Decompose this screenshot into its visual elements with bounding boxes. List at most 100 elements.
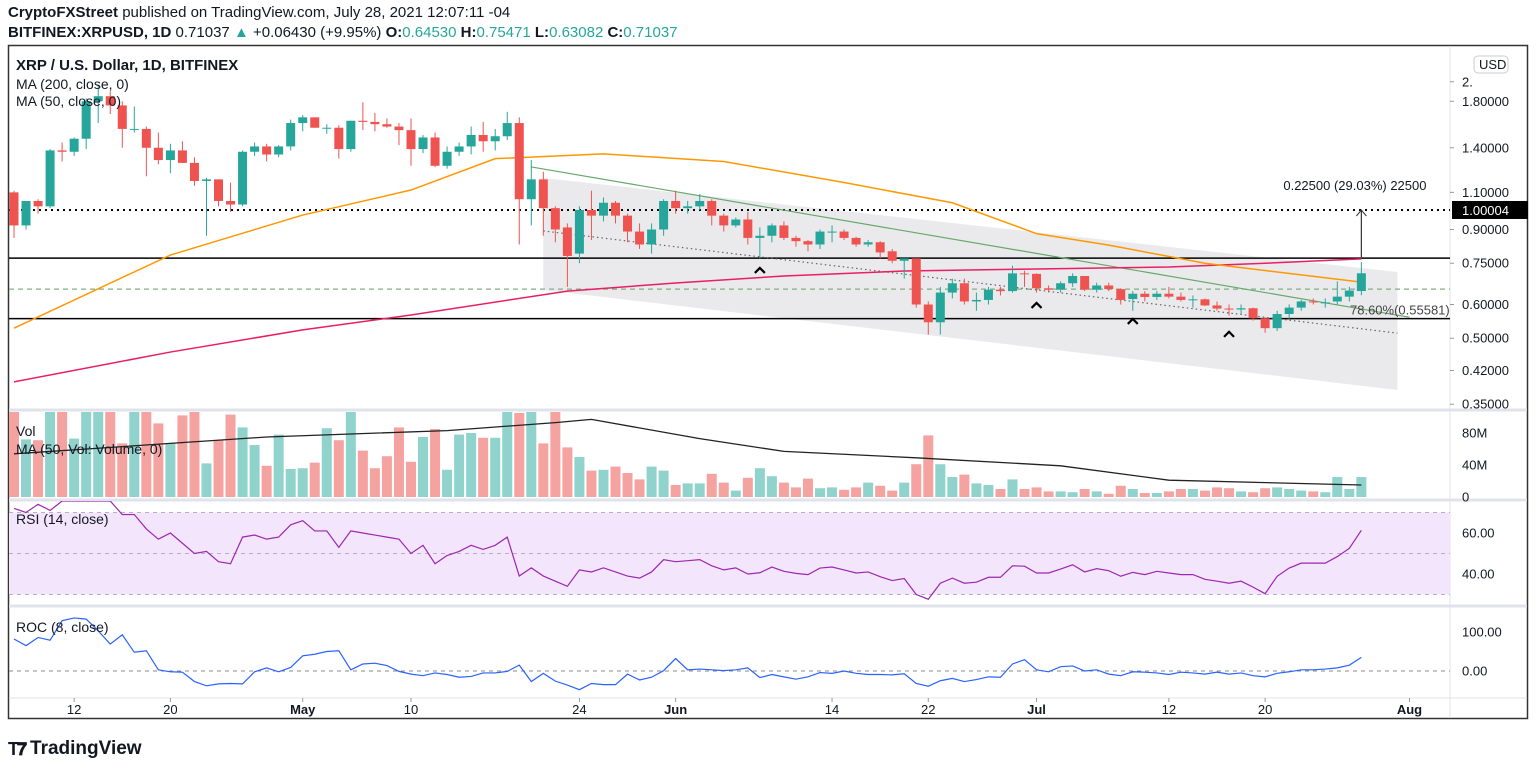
volume-bar [1296, 490, 1307, 497]
candle-body [201, 179, 211, 181]
volume-bar [1103, 493, 1114, 497]
volume-bar [309, 462, 320, 497]
volume-bar [1272, 487, 1283, 497]
volume-bar [1175, 489, 1186, 497]
caret-up-icon [754, 266, 766, 274]
rsi-pane [13, 501, 1362, 600]
volume-bar [33, 440, 44, 497]
currency-badge [1473, 55, 1509, 74]
candle-body [1260, 318, 1270, 329]
volume-bar [45, 412, 56, 497]
price-tick-label: 0.90000 [1462, 222, 1509, 237]
volume-bar [57, 412, 68, 497]
candle-body [526, 179, 536, 200]
time-tick-label: Jul [1027, 702, 1046, 717]
candle-body [574, 210, 584, 254]
legend-vol[interactable]: Vol [16, 423, 36, 439]
volume-bar [1079, 489, 1090, 497]
volume-bar [923, 435, 934, 497]
legend-vol-ma[interactable]: MA (50, Vol: Volume, 0) [16, 441, 163, 457]
candle-body [358, 120, 368, 122]
time-tick-label: 12 [1162, 702, 1176, 717]
volume-tick-label: 40M [1462, 458, 1487, 473]
volume-bar [261, 465, 272, 497]
volume-bar [105, 412, 116, 497]
volume-bar [141, 412, 152, 497]
candle-body [815, 231, 825, 245]
volume-bar [622, 473, 633, 497]
candle-body [959, 283, 969, 302]
volume-bar [574, 457, 585, 497]
legend-rsi[interactable]: RSI (14, close) [16, 511, 109, 527]
publisher-name[interactable]: CryptoFXStreet [8, 4, 119, 21]
volume-bar [201, 463, 212, 497]
volume-bar [1236, 491, 1247, 497]
fib-label: 78.60%(0.55581) [1350, 303, 1450, 318]
candle-body [1032, 273, 1042, 289]
open-value: 0.64530 [402, 24, 457, 41]
candle-body [586, 210, 596, 216]
volume-bar [1127, 489, 1138, 497]
candle-body [286, 123, 296, 147]
volume-bar [1115, 485, 1126, 497]
legend-roc[interactable]: ROC (8, close) [16, 619, 109, 635]
candle-body [69, 138, 79, 152]
tradingview-logo[interactable]: T𝟕 TradingView [8, 738, 142, 760]
volume-bar [165, 443, 176, 497]
volume-bar [586, 470, 597, 497]
candle-body [33, 200, 43, 207]
volume-bar [1067, 492, 1078, 497]
volume-bar [670, 485, 681, 497]
time-tick-label: May [290, 702, 316, 717]
candle-body [935, 292, 945, 323]
candle-body [9, 192, 19, 226]
last-price-badge-label: 1.00004 [1462, 203, 1509, 218]
candle-body [57, 150, 67, 152]
descending-channel [543, 177, 1398, 390]
candle-body [117, 105, 127, 129]
candle-body [322, 127, 332, 129]
green-trendline [531, 166, 1410, 318]
volume-bar [1284, 489, 1295, 497]
candle-body [995, 289, 1005, 292]
candle-body [598, 202, 608, 216]
candle-body [767, 225, 777, 236]
legend-ma200[interactable]: MA (200, close, 0) [16, 76, 129, 92]
rsi-line [13, 501, 1362, 600]
candle-body [611, 202, 620, 216]
volume-bar [911, 464, 922, 497]
candle-body [1248, 308, 1258, 319]
measure-label: 0.22500 (29.03%) 22500 [1283, 178, 1426, 193]
price-pane [9, 85, 1450, 390]
candle-body [899, 258, 909, 261]
volume-bar [790, 487, 801, 497]
publish-info: CryptoFXStreet published on TradingView.… [8, 4, 510, 21]
volume-bar [177, 415, 188, 497]
candle-body [141, 128, 151, 148]
time-tick-label: 22 [921, 702, 935, 717]
volume-bar [1332, 477, 1343, 497]
candle-body [226, 200, 236, 205]
volume-bar [875, 485, 886, 497]
candle-body [1212, 305, 1222, 309]
volume-bar [345, 412, 356, 497]
time-tick-label: 20 [1258, 702, 1272, 717]
volume-bar [1320, 492, 1331, 497]
legend-ma50[interactable]: MA (50, close, 0) [16, 93, 122, 109]
volume-bar [213, 440, 224, 497]
volume-bar [1091, 491, 1102, 497]
candle-body [1044, 288, 1054, 290]
volume-bar [646, 466, 657, 497]
volume-bar [249, 445, 260, 497]
roc-pane [13, 617, 1362, 691]
candle-body [1344, 290, 1354, 297]
volume-bar [369, 468, 380, 497]
candle-body [466, 134, 476, 147]
volume-bar [153, 423, 164, 497]
candle-body [911, 258, 921, 305]
candle-body [719, 215, 729, 226]
volume-bar [381, 456, 392, 497]
volume-bar [983, 485, 994, 497]
volume-bar [454, 434, 465, 497]
